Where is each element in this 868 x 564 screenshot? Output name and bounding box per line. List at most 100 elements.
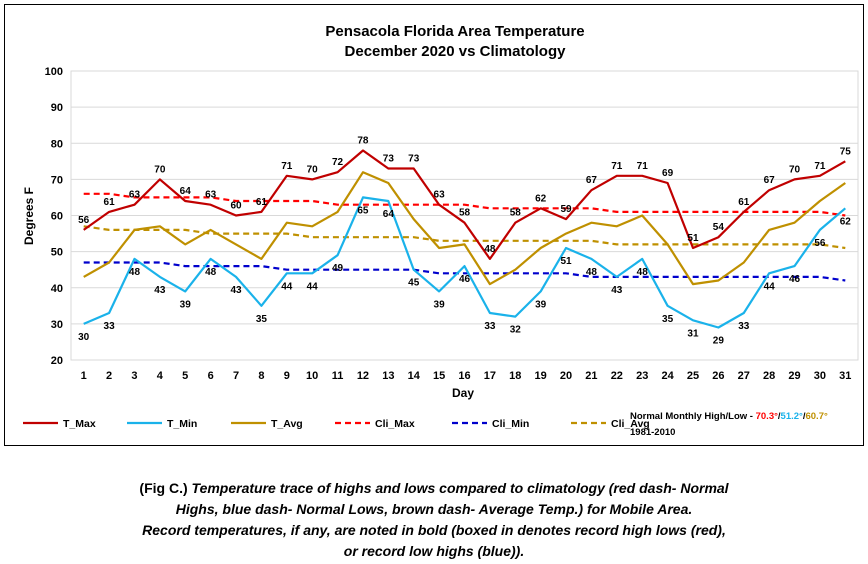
x-tick-label: 17 xyxy=(484,370,496,382)
t-max-data-label: 58 xyxy=(510,208,522,219)
normals-sep2: / xyxy=(803,411,806,422)
t-max-data-label: 63 xyxy=(434,190,446,201)
t-min-data-label: 33 xyxy=(738,321,750,332)
t-min-data-label: 48 xyxy=(586,267,598,278)
x-tick-label: 11 xyxy=(332,370,344,382)
x-tick-label: 26 xyxy=(712,370,724,382)
x-tick-label: 8 xyxy=(258,370,264,382)
normal-high-value: 70.3° xyxy=(756,411,778,422)
x-tick-label: 22 xyxy=(611,370,623,382)
x-tick-label: 30 xyxy=(814,370,826,382)
x-tick-label: 19 xyxy=(535,370,547,382)
t-max-data-label: 51 xyxy=(687,233,699,244)
x-tick-label: 7 xyxy=(233,370,239,382)
t-min-data-label: 31 xyxy=(687,328,699,339)
x-tick-label: 15 xyxy=(433,370,445,382)
t-max-data-label: 67 xyxy=(764,175,776,186)
t-min-data-label: 43 xyxy=(611,285,623,296)
t-max-data-label: 63 xyxy=(129,190,141,201)
normals-note: Normal Monthly High/Low - 70.3°/51.2°/60… xyxy=(630,411,828,422)
chart-title: Pensacola Florida Area Temperature xyxy=(325,23,584,40)
y-tick-labels: 20 30 40 50 60 70 80 90 100 xyxy=(45,66,63,367)
x-tick-label: 10 xyxy=(306,370,318,382)
t-min-data-label: 43 xyxy=(154,285,166,296)
figure-caption: (Fig C.) Temperature trace of highs and … xyxy=(0,478,868,562)
caption-line-1: (Fig C.) Temperature trace of highs and … xyxy=(0,478,868,499)
t-max-data-label: 71 xyxy=(814,161,826,172)
legend-label-cli-min: Cli_Min xyxy=(492,418,529,430)
x-tick-label: 3 xyxy=(131,370,137,382)
y-tick-label: 100 xyxy=(45,66,63,78)
t-min-data-label: 65 xyxy=(357,205,369,216)
t-max-data-label: 61 xyxy=(104,197,116,208)
caption-line-3: Record temperatures, if any, are noted i… xyxy=(142,522,726,538)
t-min-data-label: 56 xyxy=(814,238,826,249)
plot-area-border xyxy=(70,70,859,361)
t-max-data-label: 70 xyxy=(789,164,801,175)
legend-label-cli-avg: Cli_Avg xyxy=(611,418,650,430)
legend-label-t-max: T_Max xyxy=(63,418,96,430)
t-max-data-label: 73 xyxy=(408,154,420,165)
t-max-data-label: 64 xyxy=(180,186,192,197)
t-max-data-label: 61 xyxy=(738,197,750,208)
t-max-data-label: 67 xyxy=(586,175,598,186)
x-tick-label: 4 xyxy=(157,370,164,382)
t-min-data-label: 35 xyxy=(256,314,268,325)
t-max-data-label: 62 xyxy=(535,193,547,204)
t-min-data-label: 48 xyxy=(205,267,217,278)
t-max-data-label: 73 xyxy=(383,154,395,165)
t-max-data-label: 56 xyxy=(78,215,90,226)
series-line-t-min xyxy=(83,196,847,329)
t-min-data-label: 48 xyxy=(129,267,141,278)
series-line-t-max xyxy=(83,149,846,260)
t-min-data-label: 33 xyxy=(104,321,116,332)
t-min-data-label: 43 xyxy=(230,285,242,296)
t-min-data-label: 30 xyxy=(78,332,90,343)
x-tick-label: 9 xyxy=(284,370,290,382)
x-tick-label: 12 xyxy=(357,370,369,382)
t-max-data-label: 71 xyxy=(281,161,293,172)
t-max-data-label: 71 xyxy=(637,161,649,172)
x-tick-label: 18 xyxy=(509,370,521,382)
t-max-data-label: 70 xyxy=(154,164,166,175)
x-tick-label: 13 xyxy=(382,370,394,382)
t-max-data-label: 59 xyxy=(560,204,572,215)
t-max-data-label: 69 xyxy=(662,168,674,179)
legend-label-t-avg: T_Avg xyxy=(271,418,303,430)
y-tick-label: 70 xyxy=(51,174,63,186)
caption-lead: (Fig C.) xyxy=(139,480,192,496)
series-line-cli-avg xyxy=(83,225,846,250)
chart-frame: Pensacola Florida Area Temperature Decem… xyxy=(4,4,864,446)
t-max-data-label: 54 xyxy=(713,222,725,233)
normals-period: 1981-2010 xyxy=(630,427,675,438)
x-tick-label: 31 xyxy=(839,370,851,382)
x-tick-label: 1 xyxy=(81,370,87,382)
y-tick-label: 90 xyxy=(51,102,63,114)
t-min-data-label: 51 xyxy=(560,256,572,267)
t-min-data-label: 62 xyxy=(840,216,852,227)
t-min-data-label: 32 xyxy=(510,325,522,336)
data-labels: 56 61 63 70 64 63 60 61 71 70 72 78 73 73 63 58 48 58 62 59… xyxy=(78,135,851,346)
t-max-data-label: 60 xyxy=(230,201,242,212)
t-max-data-label: 61 xyxy=(256,197,268,208)
y-tick-label: 60 xyxy=(51,211,63,223)
x-tick-label: 20 xyxy=(560,370,572,382)
t-min-data-label: 44 xyxy=(281,281,293,292)
y-tick-label: 20 xyxy=(51,355,63,367)
t-min-data-label: 45 xyxy=(408,278,420,289)
x-tick-label: 28 xyxy=(763,370,775,382)
caption-line-2: Highs, blue dash- Normal Lows, brown das… xyxy=(175,501,693,517)
t-max-data-label: 70 xyxy=(307,164,319,175)
t-min-data-label: 46 xyxy=(459,274,471,285)
t-min-data-label: 48 xyxy=(637,267,649,278)
t-min-data-label: 33 xyxy=(484,321,496,332)
normals-label: Normal Monthly High/Low - xyxy=(630,411,756,422)
t-max-data-label: 48 xyxy=(484,244,496,255)
t-max-data-label: 63 xyxy=(205,190,217,201)
t-min-data-label: 64 xyxy=(383,209,395,220)
t-max-data-label: 78 xyxy=(357,135,369,146)
x-tick-labels: 1 2 3 4 5 6 7 8 9 10 11 12 13 14 15 16 17 18 19 20 21 22 23 24 2… xyxy=(81,370,852,382)
t-max-data-label: 75 xyxy=(840,146,852,157)
x-tick-label: 21 xyxy=(585,370,597,382)
x-tick-label: 23 xyxy=(636,370,648,382)
